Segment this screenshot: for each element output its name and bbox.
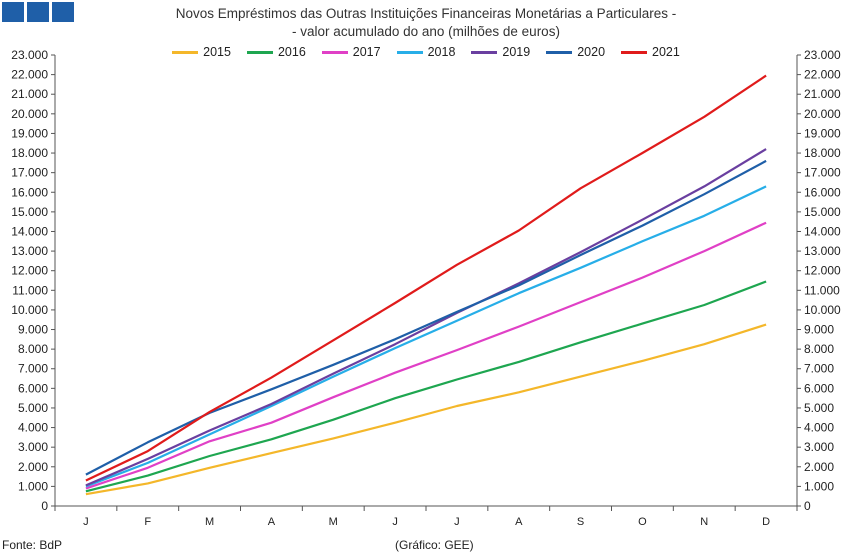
y-tick-label-right: 3.000 (804, 440, 834, 454)
y-tick-label-right: 15.000 (804, 205, 841, 219)
y-tick-label-right: 10.000 (804, 303, 841, 317)
y-tick-label-right: 23.000 (804, 48, 841, 62)
x-tick-label: F (144, 516, 151, 528)
y-tick-label-left: 15.000 (11, 205, 48, 219)
legend-swatch (321, 50, 348, 54)
y-tick-label-right: 19.000 (804, 126, 841, 140)
legend-label: 2016 (277, 45, 306, 59)
y-tick-label-left: 5.000 (18, 401, 48, 415)
y-tick-label-right: 12.000 (804, 264, 841, 278)
y-tick-label-left: 6.000 (18, 381, 48, 395)
series-line-2018 (85, 185, 767, 488)
x-tick-label: M (205, 516, 214, 528)
y-tick-label-left: 0 (41, 499, 48, 513)
legend-item-2015: 2015 (172, 45, 231, 59)
y-tick-label-right: 7.000 (804, 362, 834, 376)
y-tick-label-left: 21.000 (11, 87, 48, 101)
y-tick-label-left: 9.000 (18, 323, 48, 337)
y-tick-label-left: 20.000 (11, 107, 48, 121)
legend-item-2020: 2020 (546, 45, 605, 59)
y-tick-label-right: 5.000 (804, 401, 834, 415)
y-tick-label-left: 18.000 (11, 146, 48, 160)
y-tick-label-right: 9.000 (804, 323, 834, 337)
series-line-2016 (85, 280, 767, 493)
x-tick-label: J (454, 516, 460, 528)
legend-label: 2020 (577, 45, 606, 59)
legend-swatch (471, 50, 498, 54)
legend-swatch (172, 50, 199, 54)
y-tick-label-right: 18.000 (804, 146, 841, 160)
y-tick-label-left: 11.000 (12, 283, 48, 297)
y-tick-label-left: 19.000 (11, 126, 48, 140)
y-tick-label-right: 11.000 (804, 283, 840, 297)
legend-swatch (546, 50, 573, 54)
chart-legend: 2015 2016 2017 2018 2019 2020 2021 (0, 45, 852, 59)
x-tick-label: A (268, 516, 276, 528)
y-tick-label-right: 4.000 (804, 421, 834, 435)
x-tick-label: J (83, 516, 89, 528)
legend-item-2017: 2017 (321, 45, 381, 59)
x-tick-label: A (515, 516, 523, 528)
legend-label: 2019 (502, 45, 531, 59)
y-tick-label-right: 6.000 (804, 381, 834, 395)
legend-swatch (396, 50, 423, 54)
chart-title: Novos Empréstimos das Outras Instituiçõe… (175, 6, 677, 21)
legend-swatch (621, 50, 648, 54)
y-tick-label-left: 16.000 (11, 185, 48, 199)
logo-square-3 (52, 2, 74, 22)
y-tick-label-left: 4.000 (18, 421, 48, 435)
series-line-2017 (85, 221, 767, 490)
legend-item-2016: 2016 (246, 45, 306, 59)
x-tick-label: M (329, 516, 338, 528)
logo-square-1 (2, 2, 24, 22)
y-tick-label-left: 17.000 (11, 166, 48, 180)
y-tick-label-right: 1.000 (804, 479, 834, 493)
legend-item-2021: 2021 (621, 45, 680, 59)
y-tick-label-left: 8.000 (18, 342, 48, 356)
series-line-2019 (85, 148, 767, 487)
chart-credit: (Gráfico: GEE) (395, 538, 474, 552)
legend-label: 2018 (427, 45, 456, 59)
y-tick-label-right: 21.000 (804, 87, 841, 101)
y-tick-label-left: 7.000 (18, 362, 48, 376)
y-tick-label-right: 2.000 (804, 460, 834, 474)
y-tick-label-right: 16.000 (804, 185, 841, 199)
legend-item-2019: 2019 (471, 45, 530, 59)
legend-label: 2021 (652, 45, 680, 59)
y-tick-label-right: 8.000 (804, 342, 834, 356)
y-tick-label-left: 14.000 (11, 224, 48, 238)
x-tick-label: S (577, 516, 584, 528)
legend-item-2018: 2018 (396, 45, 456, 59)
logo-square-2 (27, 2, 49, 22)
y-tick-label-left: 13.000 (11, 244, 48, 258)
y-tick-label-left: 1.000 (18, 479, 48, 493)
x-tick-label: O (638, 516, 647, 528)
x-tick-label: J (392, 516, 398, 528)
series-line-2021 (85, 74, 767, 482)
y-tick-label-right: 13.000 (804, 244, 841, 258)
y-tick-label-left: 10.000 (11, 303, 48, 317)
legend-swatch (246, 50, 273, 54)
x-tick-label: D (762, 516, 770, 528)
series-line-2015 (85, 323, 767, 496)
legend-label: 2015 (203, 45, 231, 59)
y-tick-label-right: 17.000 (804, 166, 841, 180)
y-tick-label-left: 3.000 (18, 440, 48, 454)
source-note: Fonte: BdP (2, 538, 63, 552)
y-tick-label-left: 2.000 (18, 460, 48, 474)
y-tick-label-left: 12.000 (11, 264, 48, 278)
chart-subtitle: - valor acumulado do ano (milhões de eur… (292, 24, 560, 39)
x-tick-label: N (700, 516, 708, 528)
y-tick-label-right: 14.000 (804, 224, 841, 238)
y-tick-label-right: 0 (804, 499, 811, 513)
legend-label: 2017 (352, 45, 381, 59)
y-tick-label-left: 23.000 (11, 48, 48, 62)
three-blue-squares-logo (2, 2, 74, 22)
y-tick-label-right: 20.000 (804, 107, 841, 121)
y-tick-label-right: 22.000 (804, 68, 841, 82)
y-tick-label-left: 22.000 (11, 68, 48, 82)
